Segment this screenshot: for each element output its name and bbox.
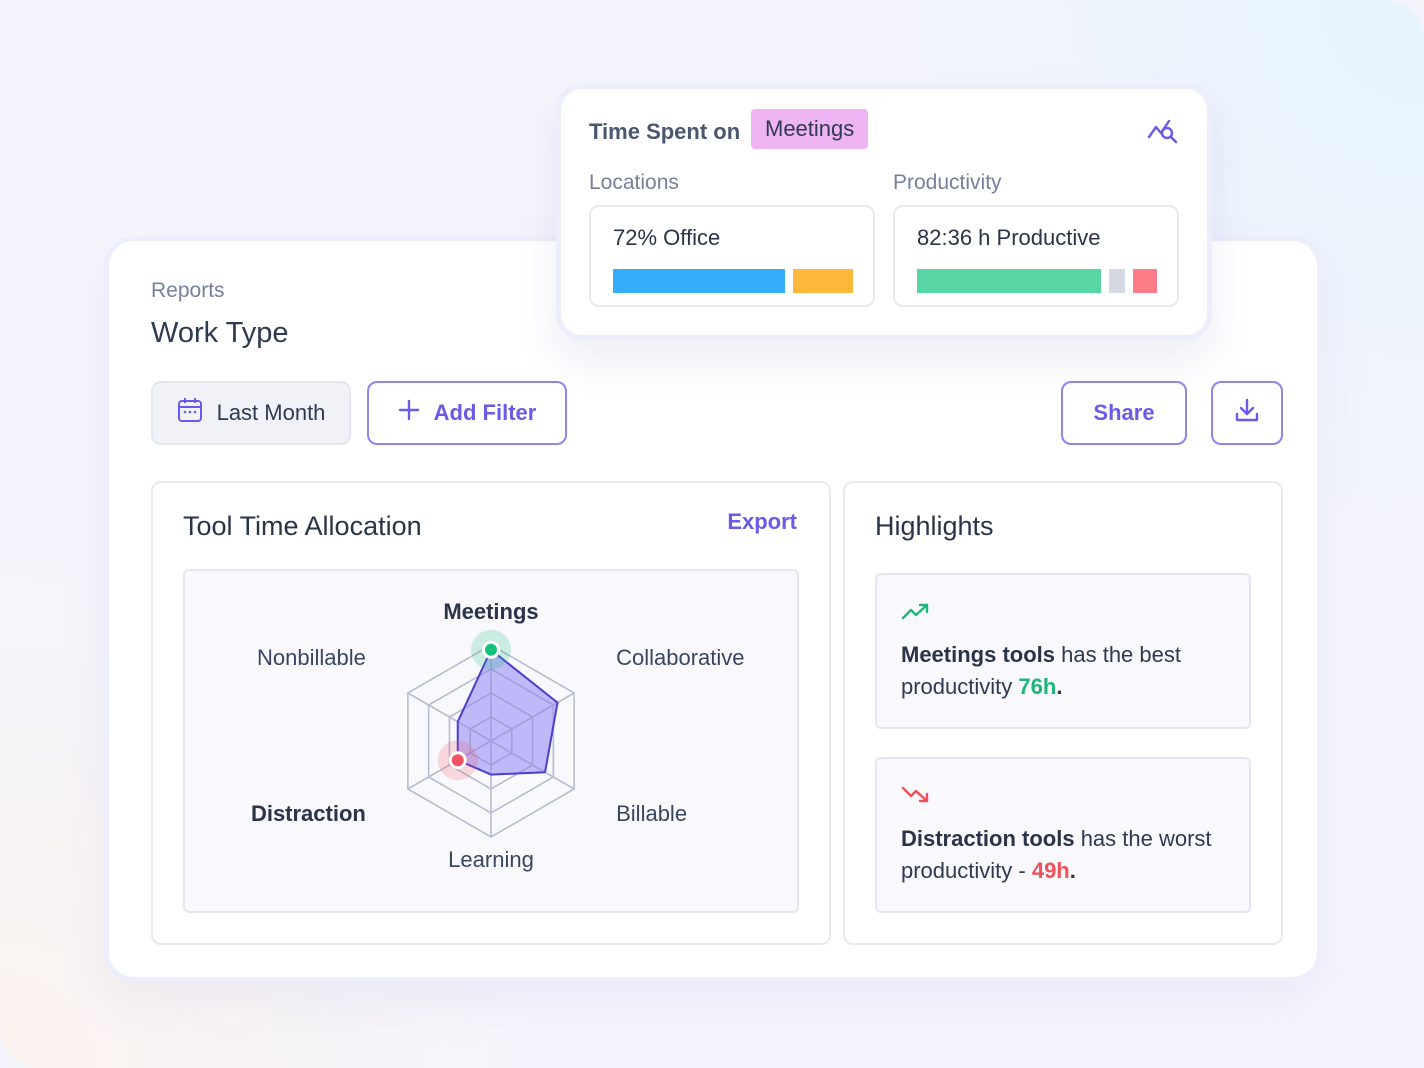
page-title: Work Type (151, 317, 289, 349)
trend-down-icon (901, 785, 931, 810)
download-icon (1234, 397, 1260, 429)
radar-data-area (456, 648, 559, 776)
highlight-text: Meetings tools has the best productivity… (901, 639, 1241, 703)
share-button[interactable]: Share (1061, 381, 1187, 445)
work-type-tag[interactable]: Meetings (751, 109, 869, 149)
time-spent-popover: Time Spent on Meetings Locations Product… (556, 84, 1212, 340)
highlight-suffix: . (1069, 858, 1076, 883)
highlight-strong: Distraction tools (901, 826, 1075, 851)
share-label: Share (1093, 400, 1155, 425)
highlight-text: Distraction tools has the worst producti… (901, 823, 1241, 887)
plus-icon (398, 399, 420, 427)
calendar-icon (177, 397, 203, 429)
highlight-suffix: . (1056, 674, 1063, 699)
highlight-strong: Meetings tools (901, 642, 1056, 667)
productivity-value: 82:36 h Productive (917, 225, 1101, 250)
work-type-report-card: Reports Work Type Last Month Add Filter … (104, 236, 1322, 982)
highlight-body: has the worst productivity - (901, 826, 1212, 883)
breadcrumb[interactable]: Reports (151, 279, 225, 302)
radar-axis-label: Learning (448, 847, 534, 872)
productivity-bar-neutral (1109, 269, 1125, 293)
radar-axis-label: Distraction (251, 801, 366, 826)
add-filter-button[interactable]: Add Filter (367, 381, 567, 445)
date-range-button[interactable]: Last Month (151, 381, 351, 445)
highlight-card-worst: Distraction tools has the worst producti… (875, 757, 1251, 913)
download-button[interactable] (1211, 381, 1283, 445)
locations-bar-office (613, 269, 785, 293)
panel-title: Highlights (875, 511, 994, 541)
radar-chart: Meetings Collaborative Billable Learning Dis… (251, 599, 745, 872)
chart-search-icon[interactable] (1147, 115, 1181, 150)
add-filter-label: Add Filter (433, 400, 537, 425)
productivity-bar-productive (917, 269, 1101, 293)
locations-value: 72% Office (613, 225, 721, 250)
highlight-card-best: Meetings tools has the best productivity… (875, 573, 1251, 729)
radar-axis-label: Meetings (443, 599, 538, 624)
radar-axis-label: Billable (616, 801, 687, 826)
time-spent-label: Time Spent on (589, 119, 741, 144)
productivity-bar-unproductive (1133, 269, 1157, 293)
productivity-stat: 82:36 h Productive (893, 205, 1179, 307)
radar-best-point (482, 640, 500, 659)
locations-stat: 72% Office (589, 205, 875, 307)
trend-up-icon (901, 601, 931, 626)
tool-time-allocation-panel: Tool Time Allocation Export Meetings Coll… (151, 481, 831, 945)
highlights-panel: Highlights Meetings tools has the best p… (843, 481, 1283, 945)
radar-axis-label: Collaborative (616, 645, 744, 670)
radar-worst-point (448, 751, 467, 770)
highlight-value-worst: 49h (1031, 858, 1070, 883)
export-link[interactable]: Export (727, 509, 797, 534)
highlight-body: has the best productivity (901, 642, 1181, 699)
highlight-value-best: 76h (1018, 674, 1057, 699)
radar-axis-label: Nonbillable (257, 645, 366, 670)
date-range-label: Last Month (216, 400, 326, 425)
radar-chart-container: Meetings Collaborative Billable Learning Dis… (183, 569, 799, 913)
locations-heading: Locations (589, 171, 679, 194)
panel-title: Tool Time Allocation (183, 511, 422, 541)
locations-bar-other (793, 269, 853, 293)
productivity-heading: Productivity (893, 171, 1002, 194)
